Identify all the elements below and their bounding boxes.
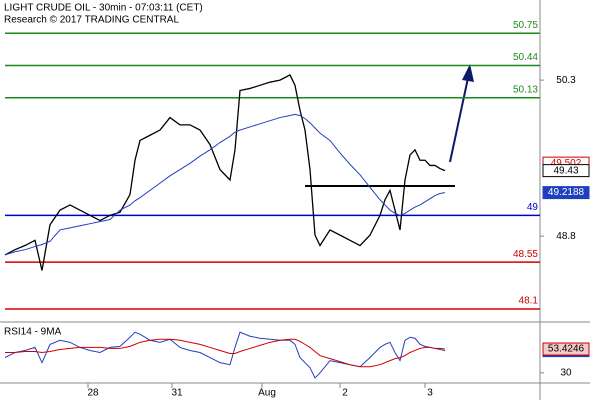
level-label: 50.13 — [513, 84, 538, 95]
value-box — [542, 186, 590, 200]
value-box-label: 49.43 — [553, 165, 578, 176]
y-tick-label: 30 — [560, 367, 572, 378]
chart-subtitle: Research © 2017 TRADING CENTRAL — [4, 15, 179, 26]
value-box — [542, 164, 590, 178]
level-label: 50.44 — [513, 52, 538, 63]
level-label: 48.1 — [519, 296, 539, 307]
series-line — [4, 113, 446, 256]
forecast-arrow — [449, 77, 469, 163]
x-tick-label: 2 — [342, 388, 348, 399]
arrow-head — [462, 64, 474, 82]
level-label: 49 — [527, 202, 539, 213]
x-tick-label: 28 — [87, 388, 99, 399]
x-tick-label: 31 — [171, 388, 183, 399]
value-box-label: 49.2188 — [548, 187, 585, 198]
series-line — [4, 74, 446, 271]
value-box — [542, 342, 590, 356]
x-tick-label: 3 — [427, 388, 433, 399]
series-line — [5, 338, 446, 368]
level-label: 48.55 — [513, 249, 538, 260]
y-tick-label: 48.8 — [556, 231, 576, 242]
x-tick-label: Aug — [258, 388, 276, 399]
value-box-label: 53.4246 — [548, 344, 585, 355]
rsi-title: RSI14 - 9MA — [4, 327, 62, 338]
y-tick-label: 50.3 — [556, 75, 576, 86]
level-label: 50.75 — [513, 20, 538, 31]
value-box-label: 49.502 — [551, 158, 582, 169]
chart-title: LIGHT CRUDE OIL - 30min - 07:03:11 (CET) — [4, 3, 203, 14]
